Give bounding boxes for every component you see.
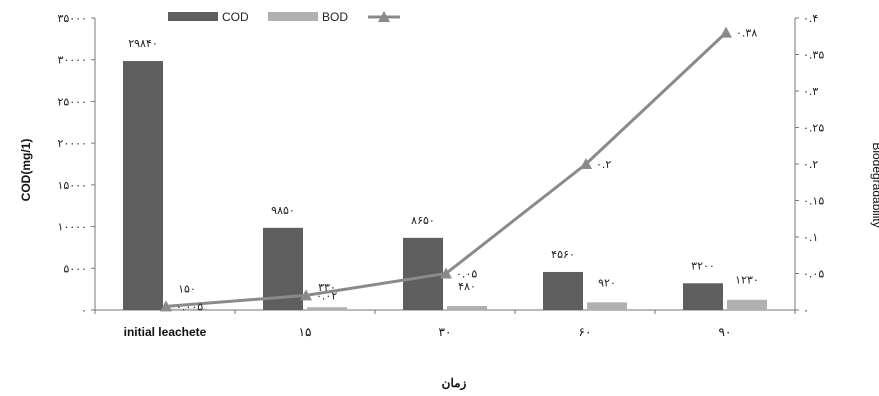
y2-tick-label: ۰.۴: [803, 12, 818, 25]
x-tick-label: ۳۰: [439, 325, 452, 339]
x-tick-label: initial leachete: [124, 325, 207, 339]
legend-bod-swatch: [268, 12, 318, 21]
biodegradability-data-label: ۰.۰۲: [316, 289, 337, 302]
bod-data-label: ۹۲۰: [598, 276, 616, 289]
cod-data-label: ۲۹۸۴۰: [128, 37, 158, 50]
y2-tick-label: ۰.۳: [803, 85, 818, 98]
bod-bar: [447, 305, 487, 310]
legend-bod-label: BOD: [322, 10, 348, 24]
biodegradability-data-label: ۰.۲: [596, 158, 611, 171]
biodegradability-marker: [300, 289, 312, 301]
y-axis-title: COD(mg/1): [19, 139, 33, 202]
data-labels: ۲۹۸۴۰ ۱۵۰ ۹۸۵۰ ۳۳۰ ۸۶۵۰ ۴۸۰ ۴۵۶۰ ۹۲۰ ۳۲۰۰ ۱۲۳۰ ۰.۰…: [128, 27, 759, 314]
y-tick-label: ۱۵۰۰۰: [57, 179, 87, 192]
y2-axis-title: Biodegradability: [870, 142, 879, 227]
y2-tick-label: ۰: [803, 304, 809, 317]
legend-line-marker: [378, 11, 390, 22]
y-tick-label: ۳۵۰۰۰: [57, 12, 87, 25]
bod-data-label: ۴۸۰: [458, 280, 476, 293]
cod-data-label: ۳۲۰۰: [691, 259, 715, 272]
y2-tick-label: ۰.۳۵: [803, 49, 824, 62]
biodegradability-marker: [580, 158, 592, 169]
cod-data-label: ۸۶۵۰: [411, 214, 435, 227]
legend: COD BOD: [168, 10, 400, 24]
bod-data-label: ۱۵۰: [178, 283, 196, 296]
y2-tick-label: ۰.۲: [803, 158, 818, 171]
bod-bar: [727, 299, 767, 310]
cod-data-label: ۹۸۵۰: [271, 204, 295, 217]
y-tick-label: ۵۰۰۰: [63, 262, 87, 275]
cod-bar: [543, 271, 583, 310]
y-tick-label: ۳۰۰۰۰: [57, 54, 87, 67]
y2-tick-label: ۰.۱: [803, 231, 818, 244]
legend-cod-label: COD: [222, 10, 249, 24]
biodegradability-line: [160, 26, 732, 312]
bod-bar: [307, 307, 347, 310]
biodegradability-marker: [720, 26, 732, 38]
y2-tick-label: ۰.۲۵: [803, 122, 824, 135]
x-tick-label: ۹۰: [719, 325, 732, 339]
bod-data-label: ۱۲۳۰: [735, 274, 759, 287]
bod-bar: [587, 302, 627, 310]
biodegradability-data-label: ۰.۰۰۵: [176, 300, 203, 313]
biodegradability-data-label: ۰.۰۵: [456, 268, 477, 281]
y-tick-label: ۰: [81, 304, 87, 317]
y2-tick-label: ۰.۱۵: [803, 195, 824, 208]
biodegradability-marker: [160, 300, 172, 312]
x-tick-label: ۶۰: [579, 325, 592, 339]
y-tick-label: ۲۰۰۰۰: [57, 137, 87, 150]
cod-bar: [123, 61, 163, 311]
cod-data-label: ۴۵۶۰: [551, 248, 575, 261]
x-tick-label: ۱۵: [299, 325, 312, 339]
bod-data-label: ۳۳۰: [318, 281, 336, 294]
biodegradability-data-label: ۰.۳۸: [736, 27, 757, 40]
axes: ۰ ۵۰۰۰ ۱۰۰۰۰ ۱۵۰۰۰ ۲۰۰۰۰ ۲۵۰۰۰ ۳۰۰۰۰ ۳۵۰۰۰ ۰ ۰.۰۵…: [57, 12, 824, 339]
biodegradability-marker: [440, 267, 452, 279]
x-axis-title: زمان: [442, 376, 467, 391]
y2-tick-label: ۰.۰۵: [803, 268, 824, 281]
bod-bar: [167, 308, 207, 310]
legend-cod-swatch: [168, 12, 218, 21]
cod-bar: [683, 283, 723, 310]
y-tick-label: ۲۵۰۰۰: [57, 95, 87, 108]
biodegradability-polyline: [165, 31, 728, 308]
bars: [123, 61, 767, 311]
y-tick-label: ۱۰۰۰۰: [57, 221, 87, 234]
